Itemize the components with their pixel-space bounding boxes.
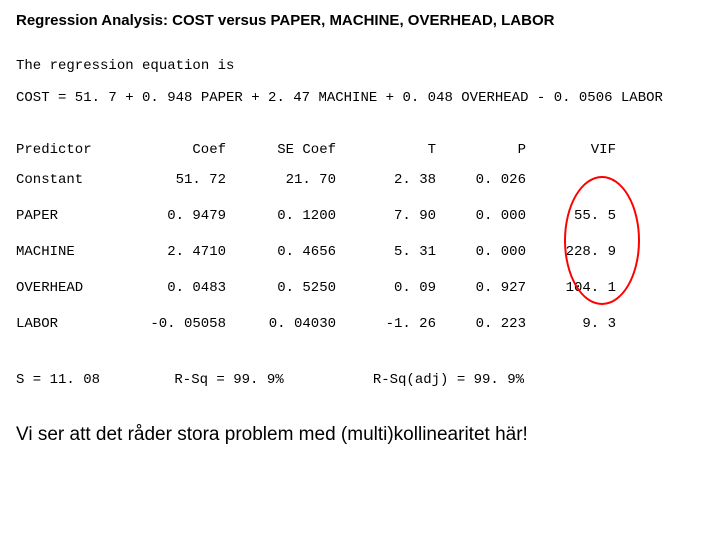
- col-header-vif: VIF: [526, 138, 616, 162]
- cell-t: 0. 09: [336, 270, 436, 306]
- cell-p: 0. 000: [436, 234, 526, 270]
- cell-coef: 51. 72: [126, 162, 226, 198]
- summary-rsqadj: R-Sq(adj) = 99. 9%: [373, 372, 524, 388]
- cell-vif: 55. 5: [526, 198, 616, 234]
- cell-t: -1. 26: [336, 306, 436, 342]
- cell-vif: 228. 9: [526, 234, 616, 270]
- cell-coef: 0. 0483: [126, 270, 226, 306]
- table-header-row: Predictor Coef SE Coef T P VIF: [16, 138, 616, 162]
- table-row: PAPER 0. 9479 0. 1200 7. 90 0. 000 55. 5: [16, 198, 616, 234]
- col-header-p: P: [436, 138, 526, 162]
- table-row: MACHINE 2. 4710 0. 4656 5. 31 0. 000 228…: [16, 234, 616, 270]
- cell-vif: 9. 3: [526, 306, 616, 342]
- cell-coef: 2. 4710: [126, 234, 226, 270]
- equation-intro: The regression equation is: [16, 57, 704, 77]
- cell-se: 0. 1200: [226, 198, 336, 234]
- cell-t: 5. 31: [336, 234, 436, 270]
- cell-t: 7. 90: [336, 198, 436, 234]
- table-row: LABOR -0. 05058 0. 04030 -1. 26 0. 223 9…: [16, 306, 616, 342]
- summary-s: S = 11. 08: [16, 372, 166, 388]
- regression-equation: COST = 51. 7 + 0. 948 PAPER + 2. 47 MACH…: [16, 89, 704, 109]
- cell-p: 0. 000: [436, 198, 526, 234]
- cell-predictor: OVERHEAD: [16, 270, 126, 306]
- summary-line: S = 11. 08 R-Sq = 99. 9% R-Sq(adj) = 99.…: [16, 372, 704, 388]
- regression-table-wrap: Predictor Coef SE Coef T P VIF Constant …: [16, 138, 704, 342]
- col-header-coef: Coef: [126, 138, 226, 162]
- cell-coef: -0. 05058: [126, 306, 226, 342]
- cell-vif: [526, 162, 616, 198]
- cell-se: 0. 04030: [226, 306, 336, 342]
- cell-se: 0. 4656: [226, 234, 336, 270]
- cell-predictor: MACHINE: [16, 234, 126, 270]
- page-title: Regression Analysis: COST versus PAPER, …: [16, 12, 704, 29]
- table-row: Constant 51. 72 21. 70 2. 38 0. 026: [16, 162, 616, 198]
- cell-predictor: PAPER: [16, 198, 126, 234]
- cell-vif: 104. 1: [526, 270, 616, 306]
- cell-p: 0. 927: [436, 270, 526, 306]
- col-header-predictor: Predictor: [16, 138, 126, 162]
- cell-predictor: LABOR: [16, 306, 126, 342]
- cell-se: 21. 70: [226, 162, 336, 198]
- cell-se: 0. 5250: [226, 270, 336, 306]
- cell-t: 2. 38: [336, 162, 436, 198]
- cell-p: 0. 026: [436, 162, 526, 198]
- cell-predictor: Constant: [16, 162, 126, 198]
- footnote-text: Vi ser att det råder stora problem med (…: [16, 424, 704, 446]
- regression-table: Predictor Coef SE Coef T P VIF Constant …: [16, 138, 616, 342]
- summary-rsq: R-Sq = 99. 9%: [174, 372, 364, 388]
- cell-coef: 0. 9479: [126, 198, 226, 234]
- table-row: OVERHEAD 0. 0483 0. 5250 0. 09 0. 927 10…: [16, 270, 616, 306]
- col-header-se: SE Coef: [226, 138, 336, 162]
- col-header-t: T: [336, 138, 436, 162]
- cell-p: 0. 223: [436, 306, 526, 342]
